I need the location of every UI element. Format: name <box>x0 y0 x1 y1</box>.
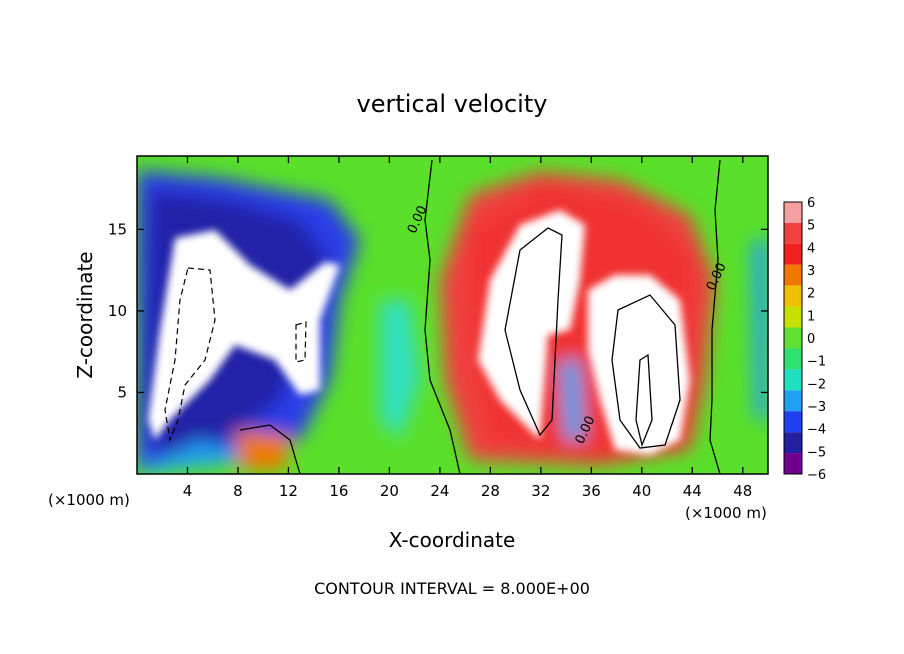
colorbar-swatch <box>784 243 802 265</box>
x-unit-label-right: (×1000 m) <box>685 504 767 522</box>
colorbar-label: −4 <box>807 423 826 438</box>
colorbar-label: −6 <box>807 468 826 483</box>
chart-title: vertical velocity <box>357 90 548 118</box>
colorbar-label: −1 <box>807 355 826 370</box>
x-tick-label: 44 <box>683 482 702 500</box>
colorbar-swatch <box>784 369 802 391</box>
colorbar-swatch <box>784 222 802 244</box>
colorbar-swatch <box>784 202 802 223</box>
colorbar-label: 1 <box>807 309 815 324</box>
colorbar-label: 5 <box>807 219 815 234</box>
x-tick-label: 20 <box>380 482 399 500</box>
colorbar-frame <box>783 201 803 475</box>
colorbar-label: −5 <box>807 445 826 460</box>
x-tick-label: 12 <box>279 482 298 500</box>
colorbar-swatch <box>784 285 802 307</box>
x-tick-label: 32 <box>531 482 550 500</box>
x-tick-label: 36 <box>582 482 601 500</box>
colorbar-label: −2 <box>807 377 826 392</box>
colorbar-swatch <box>784 348 802 370</box>
y-tick-label: 15 <box>108 220 127 238</box>
colorbar-label: 3 <box>807 264 815 279</box>
colorbar-swatch <box>784 390 802 412</box>
y-tick-label: 5 <box>117 383 127 401</box>
colorbar-swatch <box>784 306 802 328</box>
colorbar-swatch <box>784 432 802 454</box>
x-unit-label-left: (×1000 m) <box>48 491 130 509</box>
x-tick-label: 16 <box>329 482 348 500</box>
colorbar-label: −3 <box>807 400 826 415</box>
colorbar-label: 0 <box>807 332 815 347</box>
plot-frame <box>136 155 769 475</box>
x-axis-label: X-coordinate <box>389 528 516 552</box>
velocity-field <box>137 156 768 474</box>
colorbar-swatch <box>784 453 802 474</box>
x-tick-label: 8 <box>233 482 243 500</box>
x-tick-label: 48 <box>733 482 752 500</box>
colorbar-label: 6 <box>807 196 815 211</box>
x-tick-label: 40 <box>632 482 651 500</box>
contour-interval-footer: CONTOUR INTERVAL = 8.000E+00 <box>314 579 590 598</box>
y-tick-label: 10 <box>108 302 127 320</box>
y-axis-label: Z-coordinate <box>73 251 97 378</box>
colorbar-label: 2 <box>807 287 815 302</box>
colorbar-label: 4 <box>807 241 815 256</box>
x-tick-label: 24 <box>430 482 449 500</box>
x-tick-label: 28 <box>481 482 500 500</box>
colorbar-swatch <box>784 264 802 286</box>
colorbar-swatch <box>784 327 802 349</box>
colorbar-swatch <box>784 411 802 433</box>
x-tick-label: 4 <box>183 482 193 500</box>
